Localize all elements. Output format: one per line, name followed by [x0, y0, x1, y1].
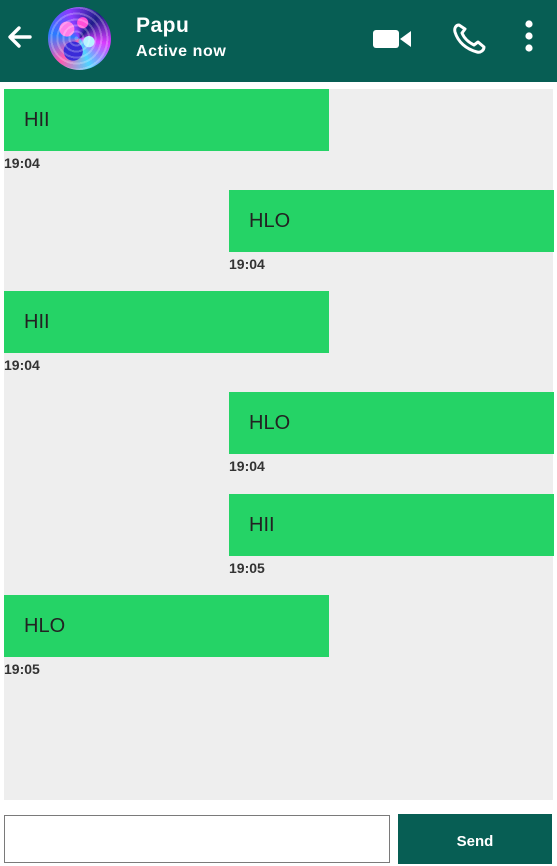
message-timestamp: 19:04: [4, 155, 40, 171]
message-sent: HLO 19:04: [229, 392, 554, 475]
message-received: HLO 19:05: [4, 595, 329, 678]
message-bubble[interactable]: HII: [229, 494, 554, 556]
message-timestamp: 19:05: [229, 560, 265, 576]
message-timestamp: 19:04: [229, 458, 265, 474]
message-list[interactable]: HII 19:04 HLO 19:04 HII 19:04 HLO 19:04 …: [4, 89, 554, 800]
message-timestamp: 19:04: [4, 357, 40, 373]
message-received: HII 19:04: [4, 291, 329, 374]
contact-name: Papu: [136, 14, 190, 37]
chat-header: Papu Active now: [0, 0, 557, 82]
send-button[interactable]: Send: [398, 814, 552, 864]
avatar[interactable]: [48, 7, 111, 70]
message-bubble[interactable]: HII: [4, 89, 329, 151]
message-bubble[interactable]: HLO: [229, 190, 554, 252]
message-received: HII 19:04: [4, 89, 329, 172]
more-vertical-icon[interactable]: [523, 20, 535, 52]
message-bubble[interactable]: HLO: [229, 392, 554, 454]
message-sent: HLO 19:04: [229, 190, 554, 273]
message-timestamp: 19:05: [4, 661, 40, 677]
message-input[interactable]: [4, 815, 390, 863]
contact-status: Active now: [136, 43, 227, 60]
video-call-icon[interactable]: [372, 28, 412, 50]
message-timestamp: 19:04: [229, 256, 265, 272]
message-composer: Send: [0, 800, 557, 866]
back-arrow-icon[interactable]: [6, 24, 34, 50]
phone-icon[interactable]: [451, 22, 487, 54]
message-sent: HII 19:05: [229, 494, 554, 577]
message-bubble[interactable]: HLO: [4, 595, 329, 657]
message-bubble[interactable]: HII: [4, 291, 329, 353]
